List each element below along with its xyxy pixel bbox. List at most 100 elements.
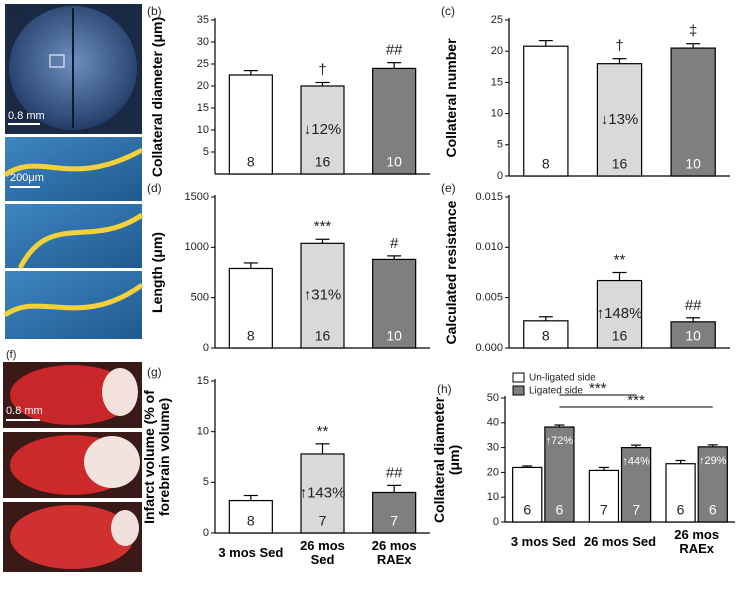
bar (300, 242, 345, 349)
n-label: 6 (677, 502, 685, 518)
y-tick-label: 5 (203, 146, 209, 158)
n-label: 16 (315, 154, 331, 170)
y-tick-label: 0.005 (475, 292, 503, 304)
panel-label: (e) (441, 181, 456, 195)
significance-label: ** (317, 423, 329, 440)
y-axis-label: Collateral diameter (μm) (148, 16, 165, 178)
n-label: 8 (247, 513, 255, 529)
y-tick-label: 10 (197, 124, 209, 136)
bar (300, 453, 345, 534)
legend-swatch (512, 372, 525, 383)
percent-label: ↑143% (300, 484, 346, 501)
bar (596, 279, 643, 349)
percent-label: ↑29% (699, 455, 727, 467)
n-label: 7 (390, 513, 398, 529)
x-tick-label-box: 3 mos Sed (510, 534, 576, 549)
n-label: 10 (685, 328, 701, 344)
y-tick-label: 0.010 (475, 241, 503, 253)
image-slice-shape (10, 505, 134, 569)
n-label: 7 (319, 513, 327, 529)
y-tick-label: 30 (487, 442, 499, 454)
x-tick-label-box: 26 mos RAEx (674, 528, 719, 556)
y-tick-label: 10 (197, 426, 209, 438)
legend-swatch (512, 385, 525, 396)
scale-label: 0.8 mm (6, 405, 43, 417)
y-tick-label: 40 (487, 417, 499, 429)
significance-label: ## (685, 297, 702, 314)
percent-label: ↑72% (546, 435, 574, 447)
bar (372, 67, 417, 175)
n-label: 8 (247, 328, 255, 344)
bracket-label: *** (627, 392, 645, 409)
y-tick-label: 5 (497, 139, 503, 151)
x-tick-label: 26 mos Sed (583, 534, 657, 549)
n-label: 16 (612, 328, 628, 344)
panel-label: (a) (8, 6, 21, 18)
panel-label: (c) (441, 4, 455, 18)
image-vessel (3, 282, 144, 318)
y-tick-label: 0 (203, 342, 209, 354)
y-tick-label: 0 (497, 170, 503, 182)
bar (228, 267, 273, 349)
y-tick-label: 25 (491, 14, 503, 26)
panel-label: (h) (437, 382, 452, 396)
x-tick-label: 3 mos Sed (218, 545, 284, 560)
y-tick-label: 0 (203, 527, 209, 539)
image-vessel (3, 147, 144, 178)
x-tick-label: 3 mos Sed (510, 534, 576, 549)
y-tick-label: 0 (493, 516, 499, 528)
image-slice-shape (10, 365, 134, 425)
y-axis-label-box: Infarct volume (% of forebrain volume) (141, 390, 172, 524)
y-tick-label: 15 (197, 375, 209, 387)
y-tick-label: 20 (197, 80, 209, 92)
scale-label: 200μm (10, 172, 44, 184)
n-label: 6 (556, 502, 564, 518)
percent-label: ↓12% (304, 121, 342, 138)
x-tick-label-box: 26 mos Sed (583, 534, 657, 549)
significance-label: † (318, 61, 326, 78)
y-axis-label: Collateral number (442, 38, 459, 158)
y-tick-label: 500 (191, 292, 209, 304)
n-label: 6 (523, 502, 531, 518)
bar (228, 499, 273, 534)
y-axis-label: Length (μm) (148, 232, 165, 313)
panel-label: (d) (147, 181, 162, 195)
n-label: 16 (315, 328, 331, 344)
panel-a-images: (a) 0.8 mm 200μm (3, 4, 144, 339)
significance-label: ‡ (689, 23, 697, 40)
bracket-label: *** (589, 380, 607, 397)
n-label: 8 (542, 156, 550, 172)
bar (665, 463, 696, 523)
percent-label: ↑44% (622, 456, 650, 468)
significance-label: † (615, 38, 623, 55)
y-axis-label: Infarct volume (% of forebrain volume) (141, 390, 172, 524)
y-tick-label: 30 (197, 36, 209, 48)
y-tick-label: 10 (491, 108, 503, 120)
y-tick-label: 0.000 (475, 342, 503, 354)
panel-label: (b) (147, 4, 162, 18)
n-label: 8 (247, 154, 255, 170)
panel-label: (f) (6, 349, 16, 361)
bar (588, 469, 620, 523)
significance-label: ## (386, 42, 403, 59)
legend-label: Un-ligated side (529, 373, 596, 384)
bar (372, 258, 417, 349)
legend-label: Ligated side (529, 386, 583, 397)
x-tick-label: 26 mos RAEx (371, 538, 417, 567)
panel-label: (g) (147, 365, 162, 379)
y-tick-label: 35 (197, 14, 209, 26)
x-tick-label-box: 26 mos RAEx (371, 538, 417, 567)
y-tick-label: 50 (487, 392, 499, 404)
y-tick-label: 20 (491, 45, 503, 57)
y-tick-label: 0.015 (475, 191, 503, 203)
n-label: 16 (612, 156, 628, 172)
y-axis-label-box: Calculated resistance (443, 201, 459, 345)
n-label: 6 (709, 502, 717, 518)
x-tick-label-box: 3 mos Sed (218, 545, 284, 560)
panel-f-images: (f) 0.8 mm (3, 349, 142, 572)
bar (300, 85, 345, 175)
significance-label: *** (314, 218, 332, 235)
y-axis-label-box: Collateral diameter (μm) (148, 16, 165, 178)
significance-label: ## (386, 464, 403, 481)
